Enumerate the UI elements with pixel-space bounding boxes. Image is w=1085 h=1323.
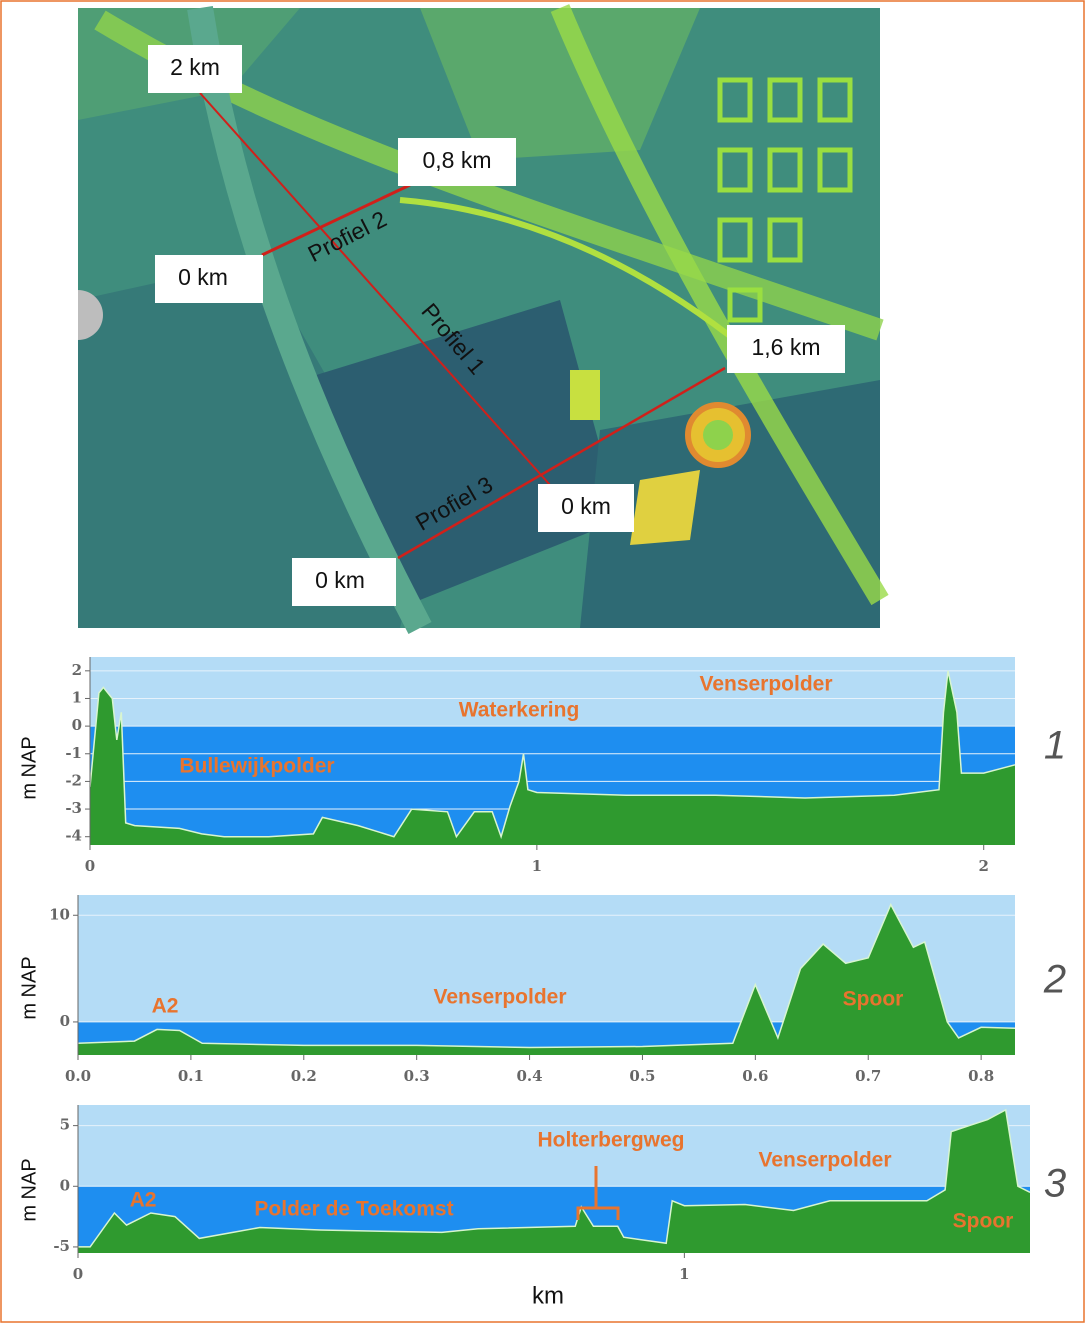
y-tick-label: 0: [60, 1176, 70, 1194]
x-tick-label: 0.0: [65, 1067, 91, 1085]
x-tick-label: 0.6: [742, 1067, 768, 1085]
y-tick-label: -1: [65, 744, 82, 762]
y-tick-label: -4: [65, 827, 82, 845]
x-tick-label: 0.2: [291, 1067, 317, 1085]
y-axis-label: m NAP: [18, 1158, 40, 1221]
map-label: 0 km: [315, 567, 365, 593]
x-axis-label: km: [532, 1282, 564, 1309]
annotation: Spoor: [843, 988, 904, 1011]
annotation: Bullewijkpolder: [179, 755, 334, 778]
annotation: Spoor: [953, 1210, 1014, 1233]
x-tick-label: 0.1: [178, 1067, 204, 1085]
annotation: Holterbergweg: [537, 1129, 684, 1152]
annotation: Venserpolder: [699, 673, 832, 696]
map: 2 km 0,8 km 0 km 1,6 km 0 km 0 km Profie…: [78, 8, 880, 628]
map-label: 0 km: [178, 264, 228, 290]
annotation: Venserpolder: [433, 986, 566, 1009]
annotation: A2: [130, 1189, 157, 1212]
x-tick-label: 0.5: [629, 1067, 655, 1085]
y-tick-label: 2: [72, 661, 82, 679]
y-tick-label: -2: [65, 771, 82, 789]
panel-number: 1: [1044, 724, 1066, 768]
annotation: A2: [152, 995, 179, 1018]
y-tick-label: 1: [72, 688, 82, 706]
panel-number: 2: [1043, 958, 1066, 1002]
x-tick-label: 1: [532, 857, 542, 875]
x-tick-label: 1: [679, 1265, 689, 1283]
map-label: 2 km: [170, 54, 220, 80]
annotation: Polder de Toekomst: [254, 1198, 453, 1221]
y-tick-label: 5: [60, 1116, 70, 1134]
y-tick-label: 0: [72, 716, 82, 734]
annotation: Venserpolder: [758, 1149, 891, 1172]
map-label: 1,6 km: [751, 334, 820, 360]
x-tick-label: 0: [85, 857, 95, 875]
figure: 2 km 0,8 km 0 km 1,6 km 0 km 0 km Profie…: [0, 0, 1085, 1323]
x-tick-label: 2: [979, 857, 989, 875]
x-tick-label: 0: [73, 1265, 83, 1283]
y-tick-label: 10: [49, 905, 70, 923]
x-tick-label: 0.7: [855, 1067, 881, 1085]
x-tick-label: 0.8: [968, 1067, 994, 1085]
x-tick-label: 0.4: [517, 1067, 543, 1085]
map-label: 0,8 km: [422, 147, 491, 173]
y-axis-label: m NAP: [18, 736, 40, 799]
y-axis-label: m NAP: [18, 956, 40, 1019]
y-tick-label: -5: [53, 1237, 70, 1255]
annotation: Waterkering: [459, 699, 580, 722]
panel-number: 3: [1044, 1162, 1066, 1206]
y-tick-label: 0: [60, 1012, 70, 1030]
map-label: 0 km: [561, 493, 611, 519]
x-tick-label: 0.3: [404, 1067, 430, 1085]
y-tick-label: -3: [65, 799, 82, 817]
